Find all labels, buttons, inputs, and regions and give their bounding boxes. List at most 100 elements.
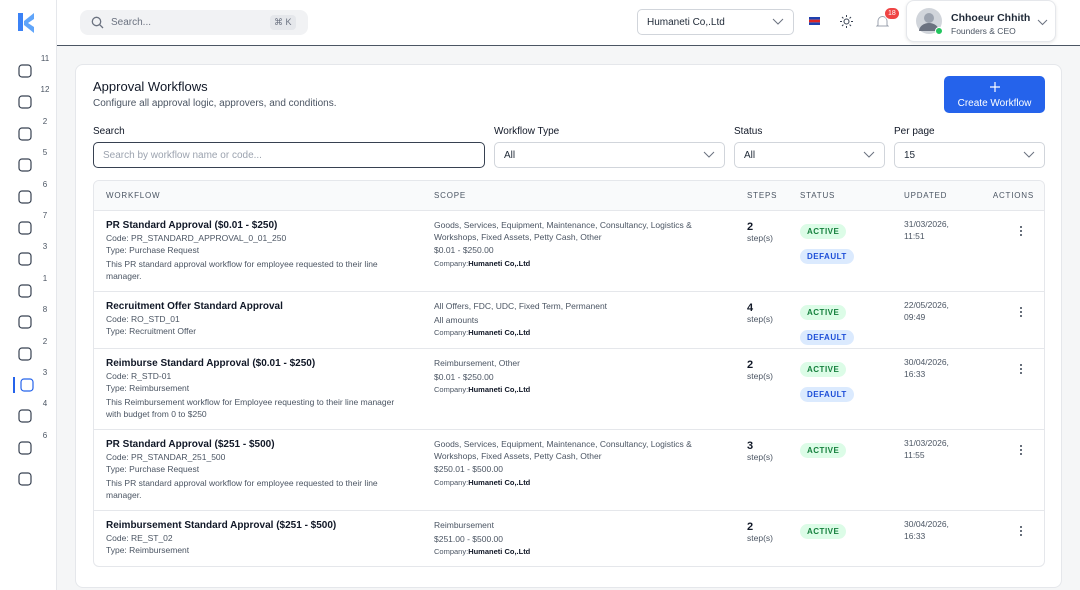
nav-badge: 2 <box>42 116 48 126</box>
steps: 2 <box>747 221 754 233</box>
select-value: All <box>744 149 756 161</box>
nav-icon <box>18 252 32 266</box>
nav-icon <box>18 64 32 78</box>
nav-item[interactable] <box>13 283 37 299</box>
nav-item[interactable] <box>13 220 37 236</box>
company: Company:Humaneti Co,.Ltd <box>434 478 724 487</box>
status-badge: DEFAULT <box>800 330 854 345</box>
status-badge: DEFAULT <box>800 387 854 402</box>
status-cell: ACTIVE DEFAULT <box>800 302 880 352</box>
filter-label: Workflow Type <box>494 126 560 137</box>
nav-icon <box>18 346 32 361</box>
filter-label: Status <box>734 126 763 137</box>
flag[interactable] <box>809 17 820 25</box>
row-actions[interactable] <box>1018 224 1024 242</box>
nav-item[interactable] <box>13 408 37 424</box>
column-header: UPDATED <box>904 191 948 200</box>
company-select[interactable]: Humaneti Co,.Ltd <box>637 9 794 35</box>
company-name: Humaneti Co,.Ltd <box>647 16 725 28</box>
nav-badge: 7 <box>42 211 48 220</box>
row-actions[interactable] <box>1018 305 1024 323</box>
company-label: Company: <box>434 258 469 268</box>
row-actions[interactable] <box>1018 524 1024 542</box>
notification-count: 18 <box>884 7 900 20</box>
nav-badge: 8 <box>42 305 48 315</box>
per-page-select[interactable]: 15 <box>894 142 1045 168</box>
search-placeholder: Search... <box>111 17 152 28</box>
create-button[interactable]: Create Workflow <box>944 76 1045 113</box>
workflow-cell: Reimbursement Standard Approval ($251 - … <box>106 520 416 556</box>
steps-cell: 2 step(s) <box>747 521 773 545</box>
nav-badge: 3 <box>42 368 48 377</box>
type-select[interactable]: All <box>494 142 725 168</box>
select-value: 15 <box>904 149 916 161</box>
status-select[interactable]: All <box>734 142 885 168</box>
status-badge: ACTIVE <box>800 443 847 458</box>
column-header: ACTIONS <box>992 191 1034 200</box>
amount: All amounts <box>434 314 479 325</box>
scope-cell: Goods, Services, Equipment, Maintenance,… <box>434 439 724 487</box>
nav-icon <box>18 158 32 172</box>
status-badge: ACTIVE <box>800 362 847 377</box>
workflow-name: Reimbursement Standard Approval ($251 - … <box>106 520 337 531</box>
table-row: PR Standard Approval ($0.01 - $250) Code:… <box>94 210 1044 291</box>
workflow-type: Type: Recruitment Offer <box>106 325 197 336</box>
nav-icon <box>18 441 32 455</box>
steps-cell: 4 step(s) <box>747 302 773 326</box>
workflow-description: This PR standard approval workflow for e… <box>106 478 378 500</box>
company: Company:Humaneti Co,.Ltd <box>434 328 724 337</box>
column-header: STATUS <box>800 191 836 200</box>
nav-item[interactable] <box>13 471 37 487</box>
kebab-icon <box>1020 307 1022 317</box>
company-name: Humaneti Co,.Ltd <box>468 258 531 268</box>
nav-item[interactable] <box>13 377 37 393</box>
company-label: Company: <box>434 385 469 394</box>
placeholder: Search by workflow name or code... <box>103 149 262 161</box>
nav-icon <box>18 189 32 204</box>
nav-item[interactable] <box>13 94 37 110</box>
nav-item[interactable] <box>13 126 37 142</box>
nav-item[interactable] <box>13 314 37 330</box>
nav-item[interactable] <box>13 346 37 362</box>
nav-icon <box>18 472 32 486</box>
avatar <box>916 8 943 35</box>
company-name: Humaneti Co,.Ltd <box>468 477 531 487</box>
updated: 31/03/2026, 11:51 <box>904 219 949 241</box>
steps-cell: 2 step(s) <box>747 221 773 245</box>
nav-icon <box>18 315 32 329</box>
workflow-cell: PR Standard Approval ($251 - $500) Code: … <box>106 439 416 501</box>
amount: $250.01 - $500.00 <box>434 464 504 474</box>
nav-item[interactable] <box>13 63 37 79</box>
workflow-code: Code: PR_STANDARD_APPROVAL_0_01_250 <box>106 233 287 243</box>
nav-item[interactable] <box>13 440 37 456</box>
company-name: Humaneti Co,.Ltd <box>468 385 531 394</box>
workflow-card: Approval Workflows Configure all approva… <box>75 64 1062 588</box>
steps: 4 <box>747 302 754 314</box>
row-actions[interactable] <box>1018 443 1024 461</box>
global-search[interactable]: Search... ⌘ K <box>80 10 308 35</box>
workflow-name: PR Standard Approval ($251 - $500) <box>106 439 275 450</box>
nav-badge: 12 <box>40 85 50 95</box>
chevron <box>772 18 784 25</box>
nav-item[interactable] <box>13 189 37 205</box>
user-menu[interactable]: Chhoeur Chhith Founders & CEO <box>906 0 1056 42</box>
status-badge: ACTIVE <box>800 524 847 539</box>
amount: $0.01 - $250.00 <box>434 245 494 255</box>
company: Company:Humaneti Co,.Ltd <box>434 385 724 394</box>
workflow-code: Code: RE_ST_02 <box>106 533 173 543</box>
workflow-name: Reimburse Standard Approval ($0.01 - $25… <box>106 358 316 369</box>
nav-item[interactable] <box>13 251 37 267</box>
row-actions[interactable] <box>1018 362 1024 380</box>
nav-item[interactable] <box>13 157 37 173</box>
workflow-type: Type: Purchase Request <box>106 244 200 255</box>
table-row: Reimbursement Standard Approval ($251 - … <box>94 510 1044 566</box>
search-input[interactable]: Search by workflow name or code... <box>93 142 485 168</box>
steps-unit: step(s) <box>747 452 773 462</box>
scope: Goods, Services, Equipment, Maintenance,… <box>434 220 692 242</box>
amount: $251.00 - $500.00 <box>434 533 504 544</box>
steps-cell: 2 step(s) <box>747 359 773 383</box>
select-value: All <box>504 149 516 161</box>
theme-toggle[interactable] <box>840 15 853 28</box>
nav-icon <box>18 221 32 235</box>
